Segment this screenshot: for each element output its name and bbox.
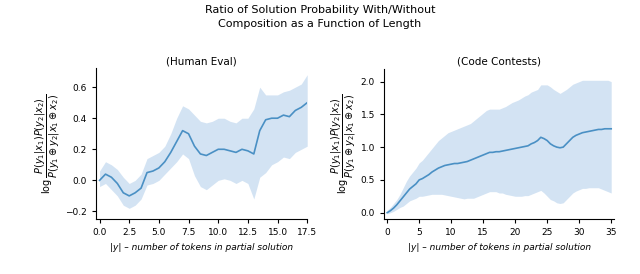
Y-axis label: $\log \dfrac{P(y_1|x_1)P(y_2|x_2)}{P(y_1 \oplus y_2|x_1 \oplus x_2)}$: $\log \dfrac{P(y_1|x_1)P(y_2|x_2)}{P(y_1… [35,93,63,194]
Y-axis label: $\log \dfrac{P(y_1|x_1)P(y_2|x_2)}{P(y_1 \oplus y_2|x_1 \oplus x_2)}$: $\log \dfrac{P(y_1|x_1)P(y_2|x_2)}{P(y_1… [330,93,358,194]
Text: Ratio of Solution Probability With/Without
Composition as a Function of Length: Ratio of Solution Probability With/Witho… [205,5,435,29]
Title: (Human Eval): (Human Eval) [166,56,237,66]
X-axis label: |y| – number of tokens in partial solution: |y| – number of tokens in partial soluti… [110,243,293,252]
Title: (Code Contests): (Code Contests) [457,56,541,66]
X-axis label: |y| – number of tokens in partial solution: |y| – number of tokens in partial soluti… [408,243,591,252]
